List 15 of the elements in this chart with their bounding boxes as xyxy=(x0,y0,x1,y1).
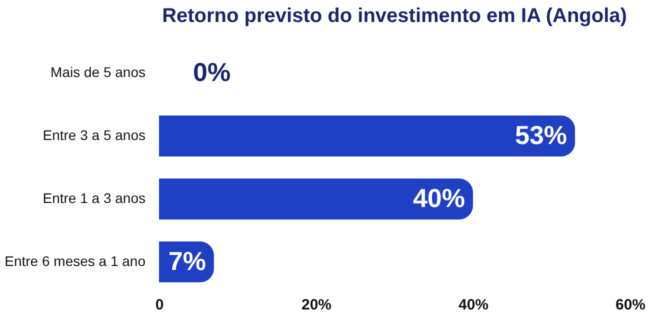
y-tick-label: Entre 6 meses a 1 ano xyxy=(4,252,146,269)
x-tick-label: 20% xyxy=(301,296,332,314)
data-label: 40% xyxy=(412,182,465,213)
chart-title: Retorno previsto do investimento em IA (Angola) xyxy=(162,5,627,27)
y-tick-label: Mais de 5 anos xyxy=(50,64,146,80)
data-label: 0% xyxy=(193,57,231,88)
bar xyxy=(159,116,576,156)
y-tick-label: Entre 3 a 5 anos xyxy=(42,127,146,144)
x-tick-label: 60% xyxy=(615,296,646,314)
bar xyxy=(159,178,473,220)
data-label: 53% xyxy=(515,120,568,150)
data-label: 7% xyxy=(168,246,206,276)
y-tick-label: Entre 1 a 3 anos xyxy=(42,190,146,206)
x-tick-label: 0 xyxy=(155,296,164,314)
x-tick-label: 40% xyxy=(458,296,489,314)
